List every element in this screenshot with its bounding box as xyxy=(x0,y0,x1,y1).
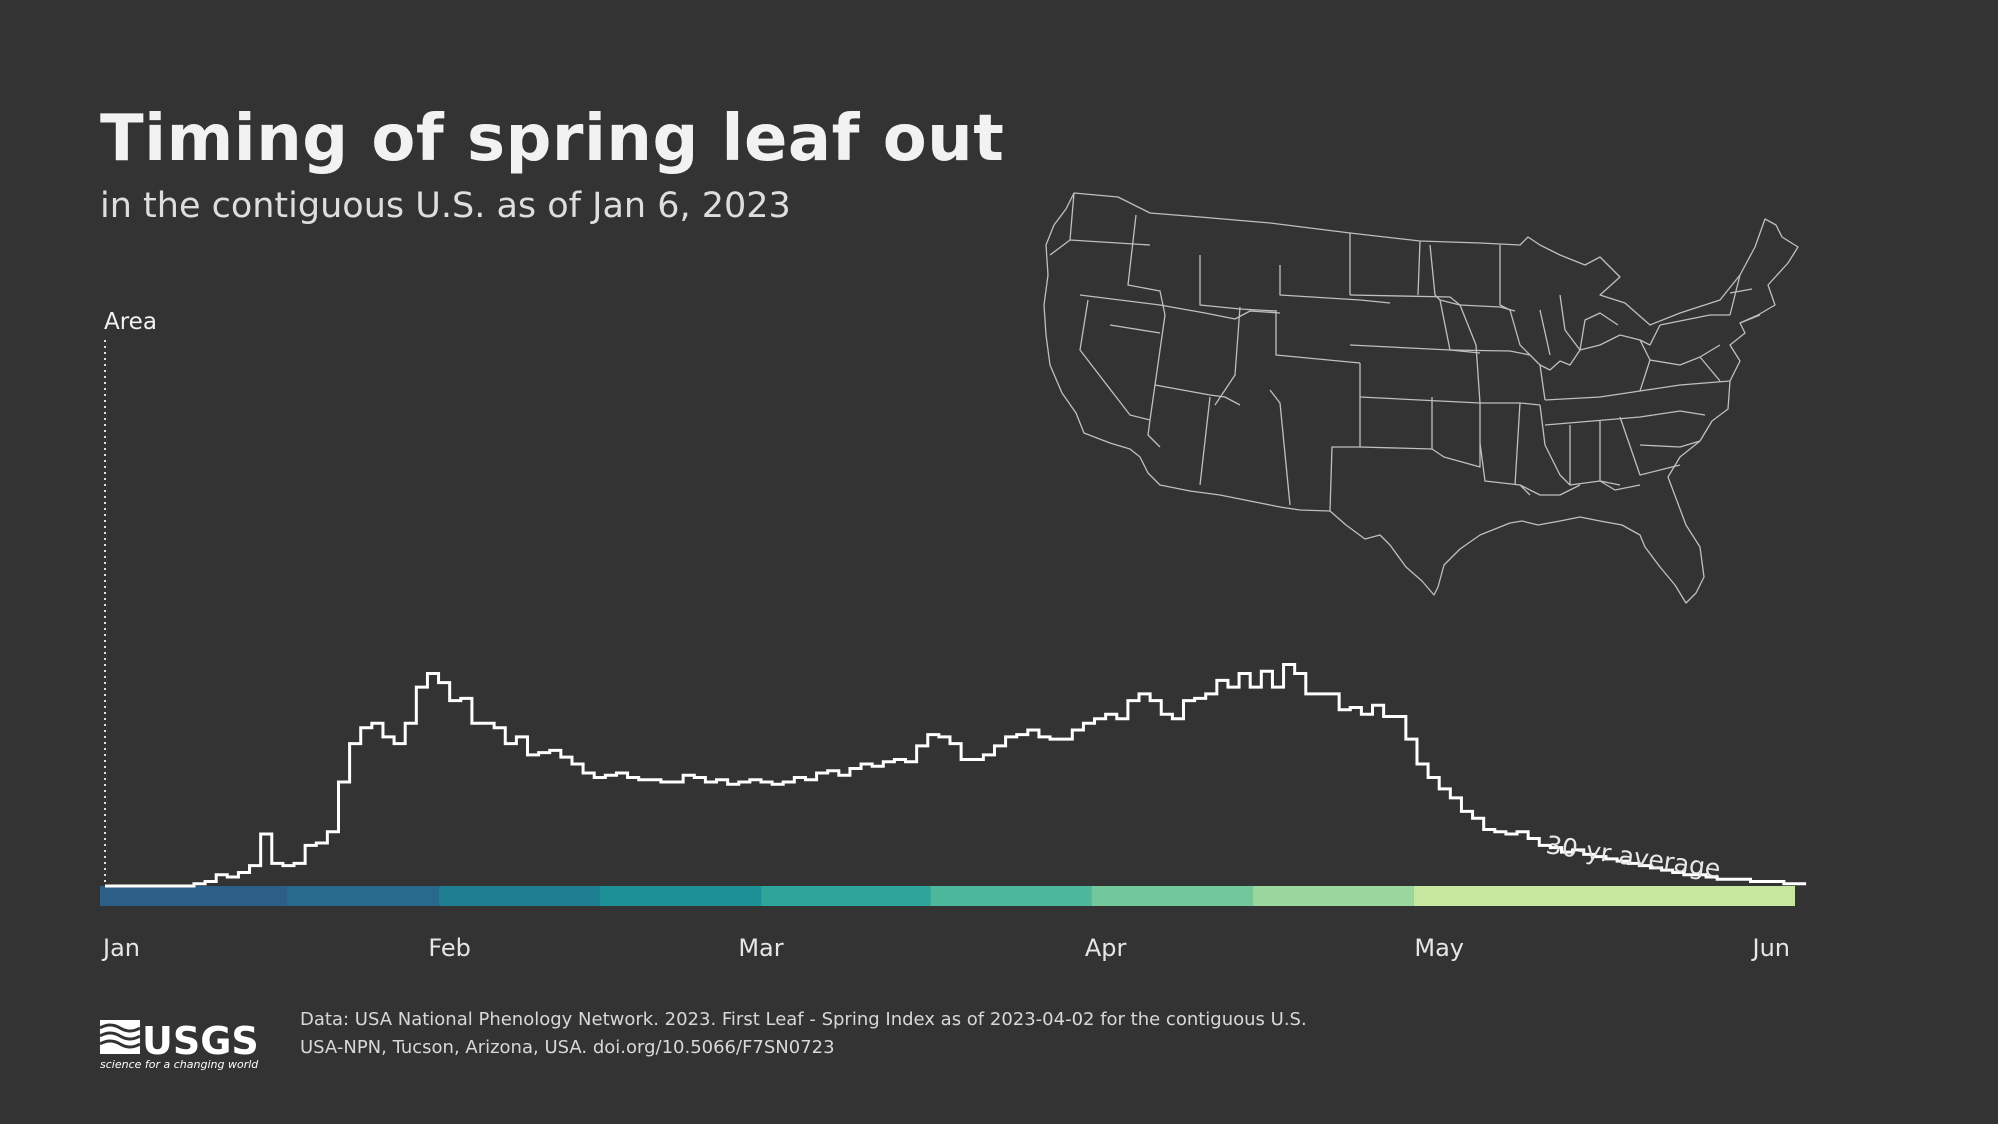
x-tick-label: Feb xyxy=(428,934,471,962)
contiguous-us-map xyxy=(1043,192,1799,604)
color-band-segment xyxy=(100,886,287,906)
x-tick-label: Jun xyxy=(1751,934,1791,962)
y-axis-label: Area xyxy=(104,309,157,335)
data-source: Data: USA National Phenology Network. 20… xyxy=(300,1006,1307,1062)
color-band-segment xyxy=(1252,886,1414,906)
x-tick-label: Jan xyxy=(101,934,140,962)
usgs-logo-wordmark: USGS xyxy=(142,1019,259,1063)
data-source-line-1: Data: USA National Phenology Network. 20… xyxy=(300,1009,1307,1030)
color-band-segment xyxy=(600,886,762,906)
x-tick-label: May xyxy=(1414,934,1464,962)
series-line-30yr-average xyxy=(105,663,1807,888)
chart-subtitle: in the contiguous U.S. as of Jan 6, 2023 xyxy=(100,186,791,226)
data-source-line-2: USA-NPN, Tucson, Arizona, USA. doi.org/1… xyxy=(300,1037,835,1058)
usgs-logo: USGS science for a changing world xyxy=(100,1019,259,1070)
chart-title: Timing of spring leaf out xyxy=(100,102,1005,176)
color-band-segment xyxy=(1413,886,1795,906)
series-annotation: 30-yr average xyxy=(1544,830,1722,883)
x-axis-ticks: Jan Feb Mar Apr May Jun xyxy=(101,934,1790,962)
usgs-logo-tagline: science for a changing world xyxy=(100,1058,259,1070)
color-band-segment xyxy=(761,886,931,906)
x-tick-label: Apr xyxy=(1085,934,1127,962)
color-band-segment xyxy=(439,886,601,906)
color-band-segment xyxy=(930,886,1092,906)
x-tick-label: Mar xyxy=(738,934,783,962)
color-band-segment xyxy=(286,886,439,906)
color-band xyxy=(100,886,1795,906)
color-band-segment xyxy=(1091,886,1253,906)
